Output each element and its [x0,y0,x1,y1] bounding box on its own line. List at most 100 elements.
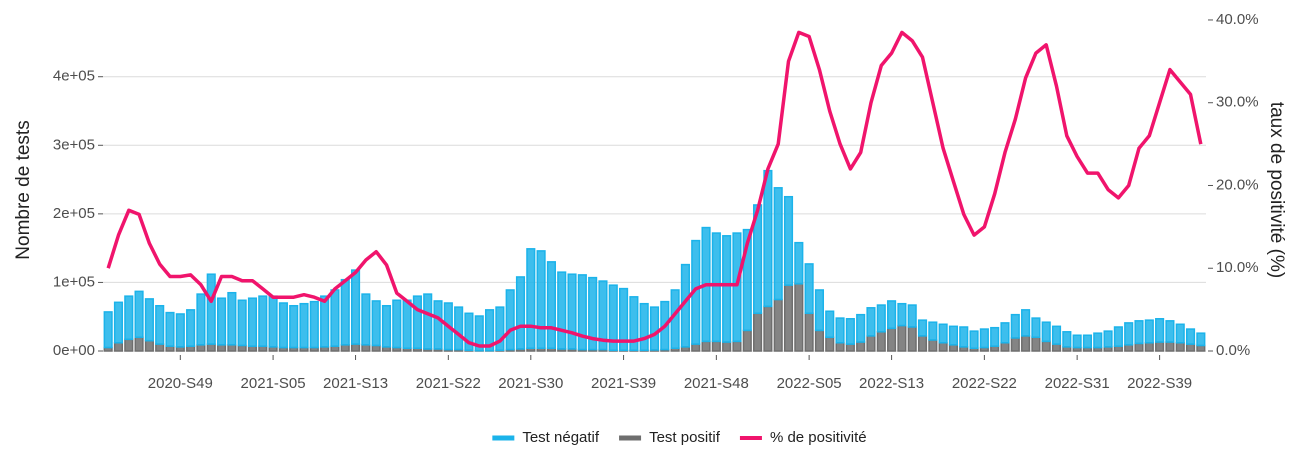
bar [783,195,794,286]
x-tick-label: 2022-S31 [1045,375,1110,392]
bar [278,302,288,349]
bar [711,232,721,343]
y-axis-title: Nombre de tests [13,120,34,259]
bar [515,276,526,350]
y2-tick-label: 0.0% [1216,342,1250,359]
x-tick-label: 2021-S30 [498,375,563,392]
bar [526,248,536,350]
bar [1134,320,1144,345]
bar [361,344,371,352]
bar [402,299,412,350]
bar [371,300,381,347]
x-tick-label: 2021-S22 [416,375,481,392]
bar [557,271,567,350]
bar [1165,320,1175,343]
bar [845,343,855,352]
bar [155,304,165,345]
bar [1165,341,1175,352]
bar [474,315,484,352]
bar [1031,336,1041,352]
bar [124,338,134,352]
bar [1124,344,1134,352]
bar [186,309,196,347]
y-tick-label: 2e+05 [53,205,95,222]
bar [866,307,876,337]
x-tick-label: 2022-S05 [777,375,842,392]
bar [773,187,783,301]
bar [216,297,227,346]
bar [1144,319,1154,344]
bar [299,302,309,349]
bar [144,298,154,342]
bar [1041,340,1051,352]
bar [1000,322,1010,344]
y2-axis-title: taux de positivité (%) [1266,102,1287,278]
bar [330,289,340,347]
bar [134,290,144,339]
bar [412,295,422,350]
bar [763,305,773,352]
bar [1196,332,1206,347]
bar [433,300,443,350]
bar [1185,328,1196,345]
bar [948,344,959,352]
bar [1185,343,1196,352]
bar [155,343,165,352]
y-tick-label: 3e+05 [53,136,95,153]
bar [144,339,154,352]
bar [887,327,897,352]
bar [814,329,824,352]
bar [649,306,660,351]
bar [907,304,917,328]
bar [742,228,752,332]
bar [103,311,113,349]
bar [1041,321,1051,343]
bar [794,283,804,352]
x-tick-label: 2022-S13 [859,375,924,392]
bar [361,293,371,346]
bar [392,299,402,349]
bar [1124,322,1134,346]
bar [423,293,433,350]
bar [938,323,948,344]
bar [237,299,247,347]
bar [237,344,247,352]
bar [753,312,763,352]
bar [711,340,721,352]
bar [732,232,742,343]
bar [1175,323,1185,344]
x-tick-label: 2021-S05 [241,375,306,392]
bar [258,295,268,347]
bar [165,311,175,347]
bar [938,342,948,352]
bar [1196,344,1206,352]
bar [505,289,515,351]
bar [1021,335,1031,352]
bar [247,297,258,347]
bar [206,273,216,345]
bar [835,317,845,344]
line [106,30,1203,348]
y-tick-label: 0e+00 [53,342,95,359]
bar [495,306,505,352]
bar [783,284,794,352]
bar [969,330,979,350]
bar [536,250,546,350]
bar [567,273,577,350]
bar [1051,325,1062,345]
bar [608,284,618,352]
bar [1072,334,1082,349]
bar [1010,313,1020,339]
y2-tick-label: 30.0% [1216,94,1259,111]
bar [206,343,216,352]
bar [124,295,134,341]
bar [804,263,814,315]
bar [464,312,474,352]
x-tick-label: 2022-S22 [952,375,1017,392]
bar [856,313,866,343]
bar [907,326,917,352]
bar [485,309,495,352]
bar [1175,342,1185,352]
bar [722,235,732,343]
bar [289,304,299,349]
